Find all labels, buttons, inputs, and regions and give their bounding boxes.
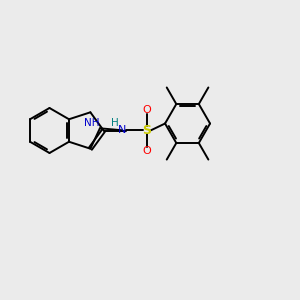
Text: N: N [118, 125, 127, 135]
Text: O: O [143, 146, 152, 155]
Text: H: H [111, 118, 119, 128]
Text: S: S [142, 124, 152, 137]
Text: NH: NH [84, 118, 100, 128]
Text: O: O [143, 105, 152, 115]
